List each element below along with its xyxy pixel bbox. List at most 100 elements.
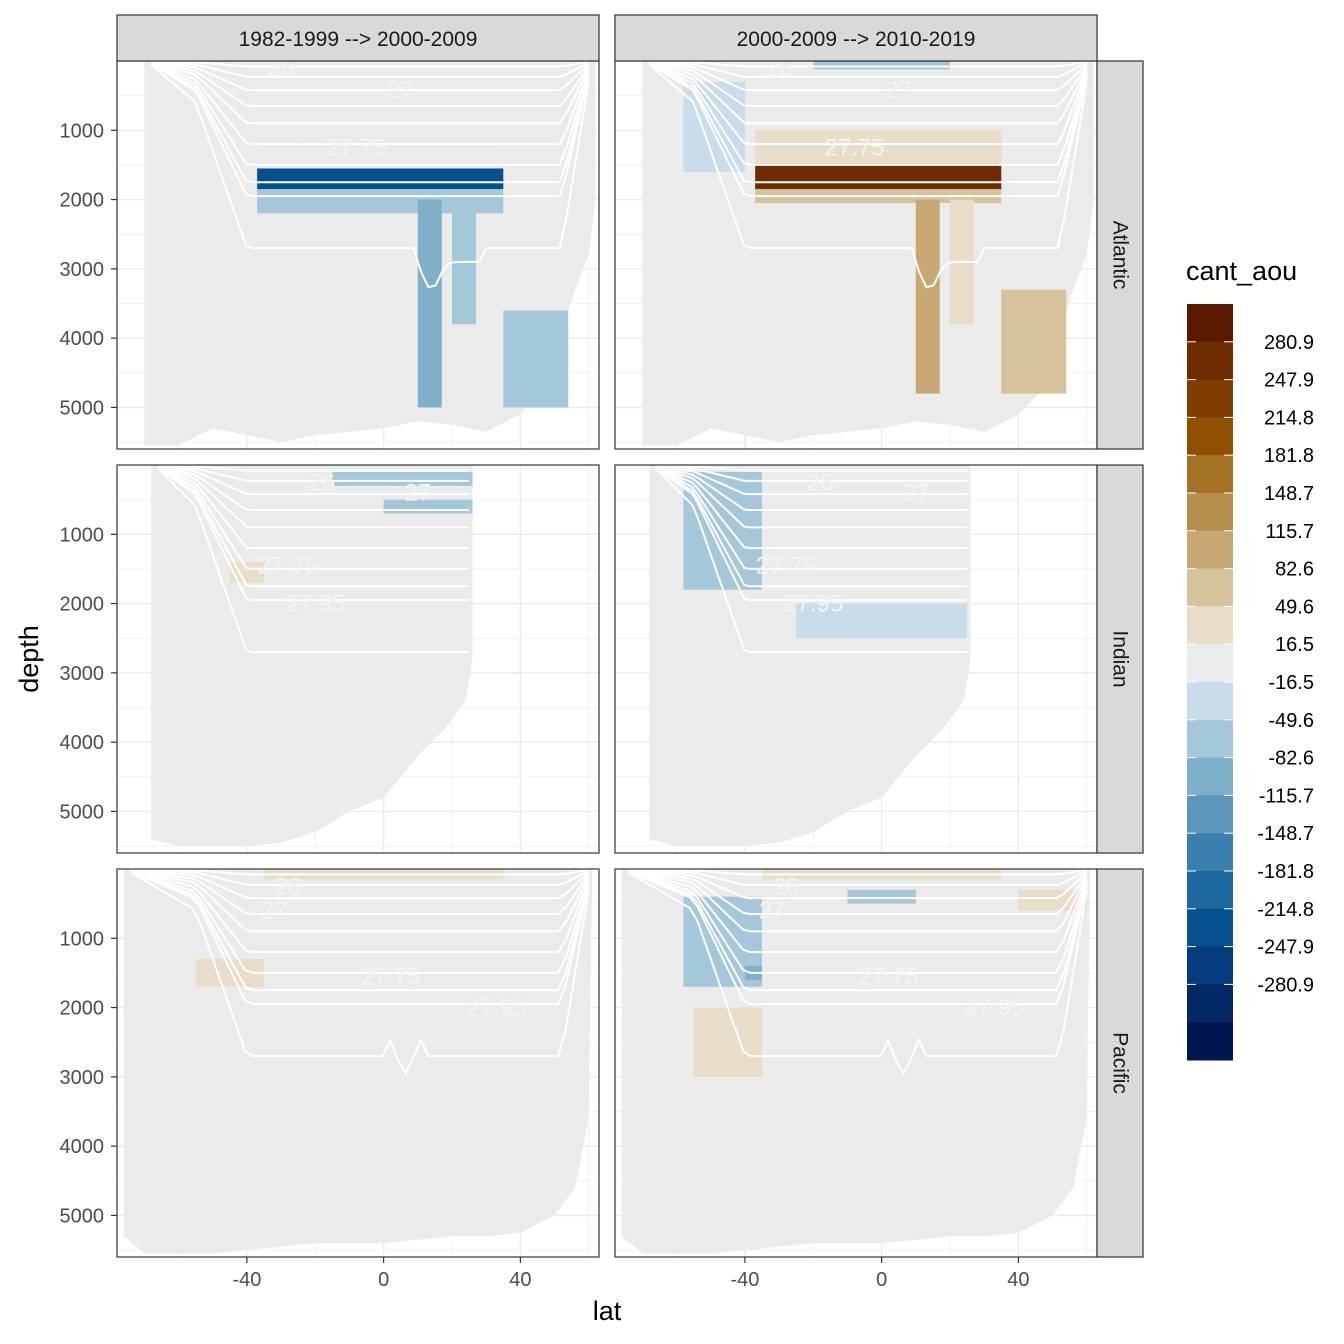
density-contour	[649, 61, 1087, 68]
legend-label: -115.7	[1259, 785, 1314, 807]
legend-label: -16.5	[1268, 672, 1314, 694]
legend-label: 247.9	[1264, 370, 1314, 392]
contour-label: 27	[387, 77, 414, 104]
density-contour	[648, 61, 1088, 146]
legend-label: 214.8	[1264, 407, 1314, 429]
contour-label: 27.75	[326, 135, 386, 162]
density-contours	[655, 465, 968, 654]
density-contour	[157, 465, 470, 550]
contour-label: 27.75	[858, 963, 918, 990]
legend-swatch	[1187, 795, 1233, 834]
contour-label: 26	[773, 873, 800, 900]
y-tick-label: 5000	[60, 801, 105, 823]
legend-swatch	[1187, 682, 1233, 721]
legend-swatch	[1187, 871, 1233, 910]
density-contour	[130, 869, 590, 915]
density-contour	[150, 61, 590, 146]
density-contour	[151, 61, 590, 92]
density-contour	[655, 466, 968, 588]
legend-swatch	[1187, 568, 1233, 607]
y-tick-label: 2000	[60, 190, 105, 212]
contour-label: 27	[759, 898, 786, 925]
density-contour	[130, 869, 590, 954]
density-contour	[628, 870, 1088, 1006]
row-strip-pacific: Pacific	[1096, 868, 1144, 1258]
legend-swatch	[1187, 1022, 1233, 1061]
anomaly-cell	[229, 562, 264, 583]
anomaly-cell	[257, 168, 504, 190]
strip-background	[1096, 464, 1144, 854]
density-contour	[655, 465, 968, 496]
density-contour	[130, 869, 589, 876]
legend-label: 16.5	[1275, 634, 1314, 656]
legend-swatch	[1187, 757, 1233, 796]
row-strip-atlantic: Atlantic	[1096, 60, 1144, 450]
density-contour	[649, 61, 1088, 78]
contour-label: 27	[902, 480, 929, 507]
density-contours	[648, 61, 1088, 289]
row-strip-label: Indian	[1109, 630, 1132, 687]
y-tick-label: 1000	[60, 120, 105, 142]
density-contour	[157, 465, 470, 511]
density-contour	[655, 465, 968, 550]
density-contour	[655, 466, 968, 570]
contour-label: 27.95	[783, 591, 843, 618]
legend-swatch	[1187, 379, 1233, 418]
anomaly-cell	[503, 310, 569, 408]
contour-label: 26	[275, 873, 302, 900]
legend-label: -181.8	[1257, 861, 1314, 883]
legend-swatch	[1187, 455, 1233, 494]
density-contour	[655, 466, 968, 602]
legend-swatch	[1187, 530, 1233, 570]
density-contour	[157, 465, 470, 529]
column-strip-2: 2000-2009 --> 2010-2019	[614, 14, 1098, 62]
density-contour	[655, 465, 968, 482]
y-tick-label: 1000	[60, 928, 105, 950]
row-strip-label: Pacific	[1109, 1032, 1132, 1094]
x-tick-label: 40	[1007, 1269, 1029, 1291]
panel-indian-1: 26 27 27.75 27.95	[116, 464, 600, 854]
anomaly-cell	[847, 889, 916, 904]
column-strip-label: 1982-1999 --> 2000-2009	[239, 28, 478, 51]
contour-label: 27.75	[756, 552, 816, 579]
density-contour	[628, 869, 1088, 933]
legend-swatch	[1187, 719, 1233, 759]
density-contour	[628, 870, 1088, 992]
density-contour	[157, 465, 470, 496]
anomaly-cell	[755, 130, 1002, 165]
anomaly-cell	[796, 562, 968, 583]
contour-label: 27.95	[466, 995, 526, 1022]
strip-background	[1096, 868, 1144, 1258]
y-tick-label: 4000	[60, 732, 105, 754]
anomaly-cell	[813, 61, 951, 70]
anomaly-layer	[683, 471, 968, 639]
panel-border	[116, 464, 600, 854]
density-contour	[655, 465, 968, 511]
legend-label: -148.7	[1257, 823, 1314, 845]
density-contour	[130, 871, 590, 1076]
legend-label: -247.9	[1257, 937, 1314, 959]
density-contour	[648, 62, 1088, 166]
density-contour	[130, 869, 590, 886]
density-contour	[628, 870, 1088, 974]
anomaly-cell	[417, 199, 442, 408]
density-contour	[648, 62, 1088, 184]
anomaly-cell	[796, 603, 968, 639]
density-contour	[648, 61, 1088, 125]
contour-label: 26	[807, 469, 834, 496]
contour-label: 27	[261, 898, 288, 925]
legend-label: -280.9	[1257, 974, 1314, 996]
x-tick-label: -40	[232, 1269, 261, 1291]
density-contour	[130, 870, 590, 992]
anomaly-cell	[755, 164, 1002, 190]
density-contour	[648, 63, 1088, 289]
legend-swatch	[1187, 908, 1233, 948]
x-tick-label: 0	[876, 1269, 887, 1291]
legend-swatch	[1187, 606, 1233, 645]
density-contour	[150, 61, 590, 125]
density-contour	[130, 870, 590, 974]
density-contour	[655, 467, 968, 654]
density-contour	[130, 870, 590, 1006]
